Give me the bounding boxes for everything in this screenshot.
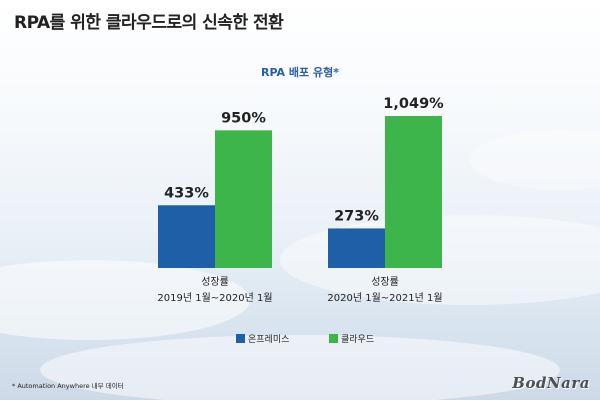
legend-swatch-cloud bbox=[329, 334, 338, 343]
bar-onpremise-1 bbox=[328, 228, 385, 268]
category-period-1: 2020년 1월~2021년 1월 bbox=[327, 292, 442, 304]
bar-cloud-0 bbox=[215, 130, 272, 268]
bodnara-logo: BodNara bbox=[512, 374, 590, 392]
data-label-onpremise-0: 433% bbox=[164, 185, 209, 201]
page-title: RPA를 위한 클라우드로의 신속한 전환 bbox=[14, 13, 284, 33]
data-label-cloud-0: 950% bbox=[221, 110, 266, 126]
footnote: * Automation Anywhere 내부 데이터 bbox=[12, 382, 124, 390]
category-period-0: 2019년 1월~2020년 1월 bbox=[157, 292, 272, 304]
bar-onpremise-0 bbox=[158, 205, 215, 268]
data-label-cloud-1: 1,049% bbox=[383, 96, 444, 112]
chart-title: RPA 배포 유형* bbox=[261, 66, 339, 79]
category-label-0: 성장률 bbox=[201, 276, 229, 288]
legend-swatch-onpremise bbox=[236, 334, 245, 343]
bar-cloud-1 bbox=[385, 116, 442, 268]
legend-label-onpremise: 온프레미스 bbox=[248, 334, 289, 345]
data-label-onpremise-1: 273% bbox=[334, 208, 379, 224]
legend-label-cloud: 클라우드 bbox=[341, 334, 374, 345]
category-label-1: 성장률 bbox=[371, 276, 399, 288]
